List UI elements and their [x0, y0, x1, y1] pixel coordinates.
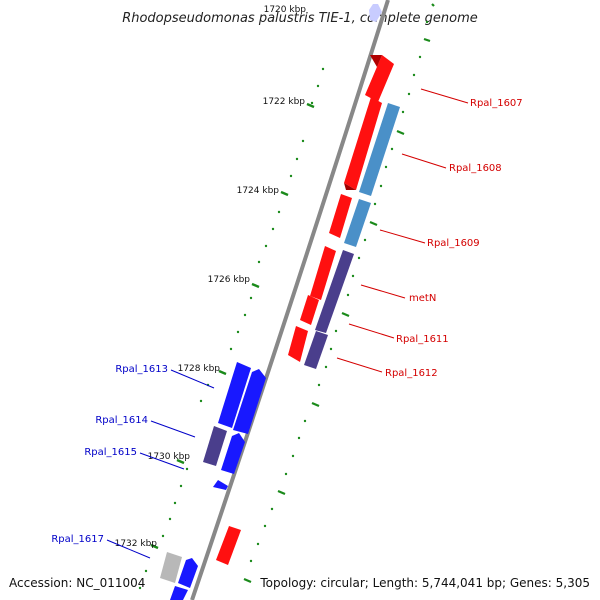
gene-label: Rpal_1607 [470, 98, 523, 109]
kbp-label: 1730 kbp [148, 452, 191, 462]
gene-label: Rpal_1612 [385, 368, 438, 379]
gene-label: Rpal_1611 [396, 334, 449, 345]
reverse-genes [160, 362, 266, 600]
kbp-label: 1732 kbp [115, 539, 158, 549]
leader-lines-red [336, 88, 469, 373]
topology-text: Topology: circular; Length: 5,744,041 bp… [259, 576, 590, 590]
forward-genes-secondary [304, 103, 400, 369]
kbp-label: 1720 kbp [264, 5, 307, 15]
kbp-label: 1726 kbp [208, 275, 251, 285]
inner-ruler [138, 67, 325, 590]
ruler-labels: 1720 kbp 1722 kbp 1724 kbp 1726 kbp 1728… [115, 5, 307, 549]
inner-ruler-ticks [150, 102, 315, 550]
gene-label: Rpal_1614 [95, 415, 148, 426]
gene-label: Rpal_1608 [449, 163, 502, 174]
gene-top-partial [369, 4, 382, 22]
accession-text: Accession: NC_011004 [9, 576, 145, 590]
map-title: Rhodopseudomonas palustris TIE-1, comple… [122, 11, 478, 26]
gene-label: Rpal_1615 [84, 447, 137, 458]
leader-lines-blue [106, 369, 215, 559]
gene-label: Rpal_1613 [115, 364, 168, 375]
kbp-label: 1728 kbp [178, 364, 221, 374]
gene-labels: Rpal_1607 Rpal_1608 Rpal_1609 metN Rpal_… [51, 98, 522, 545]
gene-label: Rpal_1617 [51, 534, 104, 545]
kbp-label: 1724 kbp [237, 186, 280, 196]
genome-backbone [190, 0, 390, 600]
gene-label: metN [409, 293, 436, 304]
kbp-label: 1722 kbp [263, 97, 306, 107]
gene-label: Rpal_1609 [427, 238, 480, 249]
outer-ruler-dots [249, 20, 429, 563]
outer-ruler [243, 3, 435, 584]
forward-genes [216, 55, 394, 565]
